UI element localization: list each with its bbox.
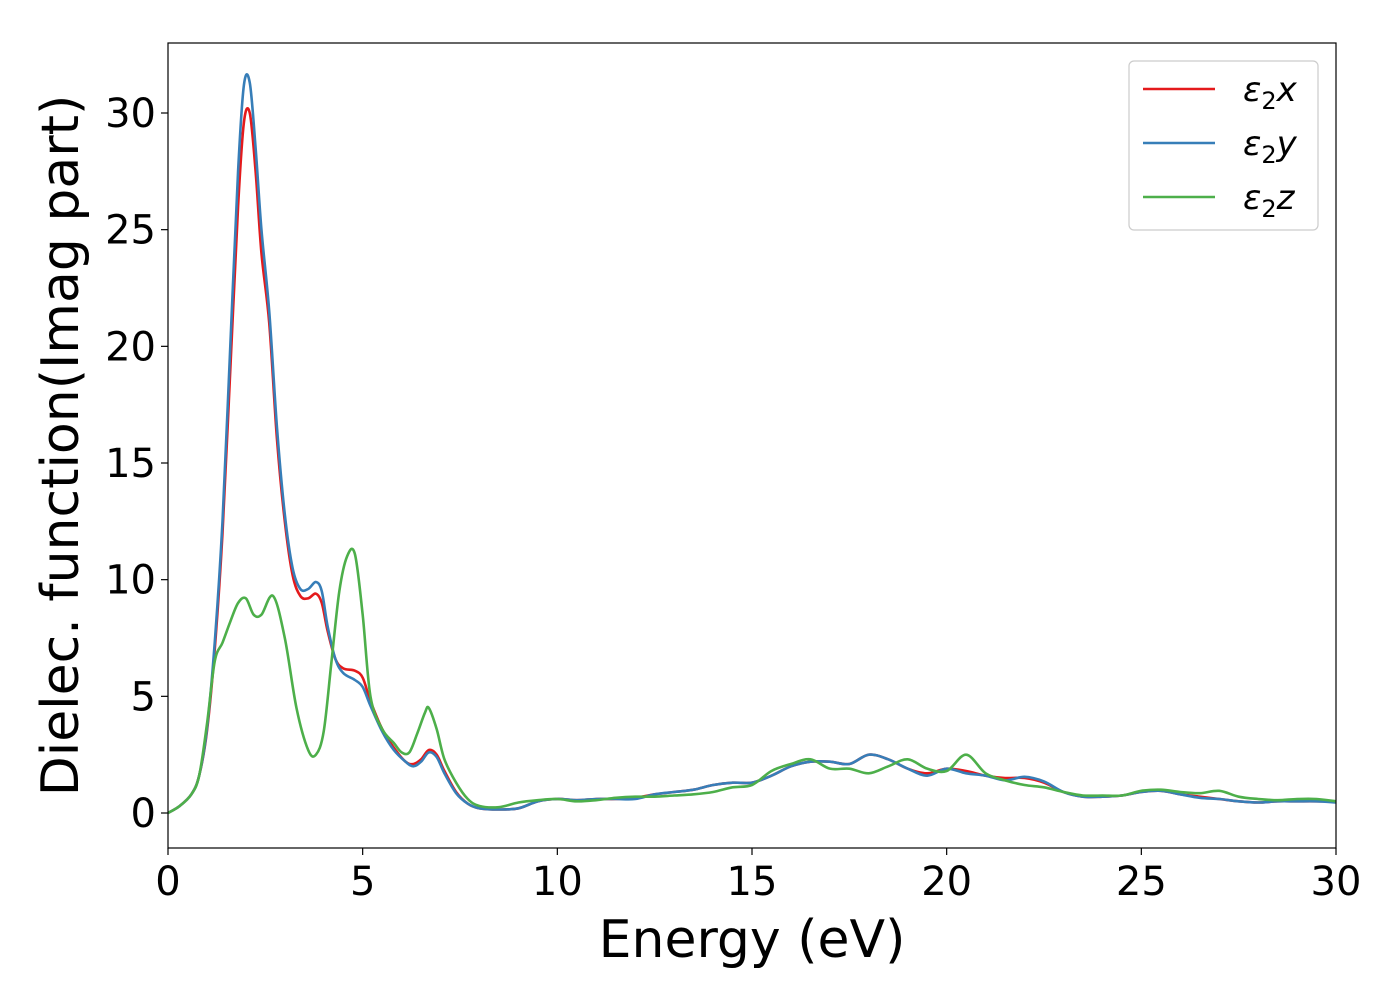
legend: ε2x ε2y ε2z	[1128, 60, 1319, 231]
legend-label-z: ε2z	[1243, 178, 1296, 223]
y-tick-label: 30	[105, 91, 156, 137]
y-tick-label: 5	[131, 674, 156, 720]
x-axis: 0 5 10 15 20 25 30	[155, 848, 1361, 905]
series-line-z	[168, 547, 1336, 815]
x-axis-label: Energy (eV)	[599, 910, 906, 970]
y-tick-label: 10	[105, 558, 156, 604]
x-tick-label: 30	[1311, 859, 1362, 905]
y-tick-label: 0	[131, 791, 156, 837]
x-tick-label: 5	[350, 859, 375, 905]
legend-label-y: ε2y	[1243, 124, 1298, 169]
legend-box	[1128, 60, 1319, 231]
series-layer	[168, 73, 1336, 815]
y-tick-label: 15	[105, 441, 156, 487]
y-tick-label: 25	[105, 208, 156, 254]
x-tick-label: 20	[921, 859, 972, 905]
y-tick-label: 20	[105, 324, 156, 370]
y-axis: 0 5 10 15 20 25 30	[105, 91, 168, 837]
x-tick-label: 25	[1116, 859, 1167, 905]
x-tick-label: 10	[532, 859, 583, 905]
legend-label-x: ε2x	[1243, 70, 1298, 115]
x-tick-label: 15	[727, 859, 778, 905]
y-axis-label: Dielec. function(Imag part)	[31, 95, 91, 797]
x-tick-label: 0	[155, 859, 180, 905]
